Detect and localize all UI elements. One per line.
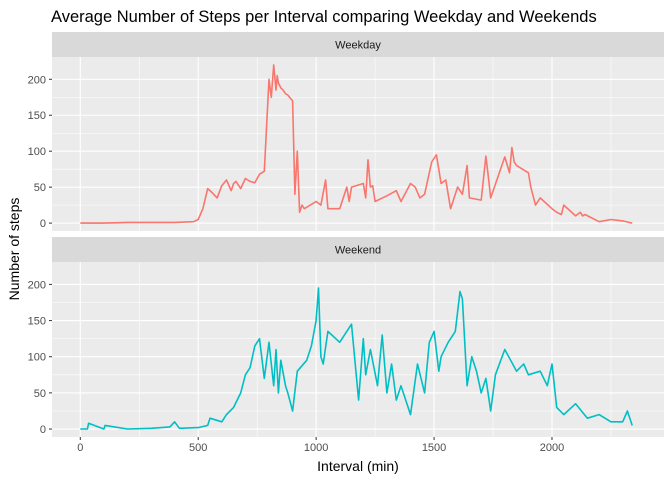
facet-panel-weekday: Weekday 0 50 100 150 200 [28,32,664,231]
y-tick-label: 50 [34,182,46,194]
y-tick-label: 150 [28,110,46,122]
x-tick-label: 0 [77,442,83,454]
facet-strip-label: Weekday [335,40,381,52]
y-tick-label: 200 [28,74,46,86]
y-tick-label: 0 [40,424,46,436]
panel-background [52,262,664,437]
panel-background [52,57,664,231]
y-tick-label: 50 [34,388,46,400]
y-tick-label: 0 [40,218,46,230]
facet-strip-label: Weekend [335,245,381,257]
y-tick-label: 100 [28,352,46,364]
facet-strip [52,32,664,57]
facet-panel-weekend: Weekend 0 50 100 150 200 [28,237,664,437]
y-axis-title: Number of steps [6,198,22,301]
y-tick-label: 200 [28,279,46,291]
series-line-weekend [80,287,633,430]
y-tick-label: 100 [28,146,46,158]
x-tick-label: 500 [189,442,207,454]
x-axis-title: Interval (min) [317,458,399,474]
x-tick-label: 1000 [304,442,328,454]
series-line-weekday [80,64,633,224]
x-tick-label: 1500 [422,442,446,454]
x-tick-label: 2000 [540,442,564,454]
chart-title: Average Number of Steps per Interval com… [51,8,597,26]
y-tick-label: 150 [28,316,46,328]
facet-strip [52,237,664,262]
